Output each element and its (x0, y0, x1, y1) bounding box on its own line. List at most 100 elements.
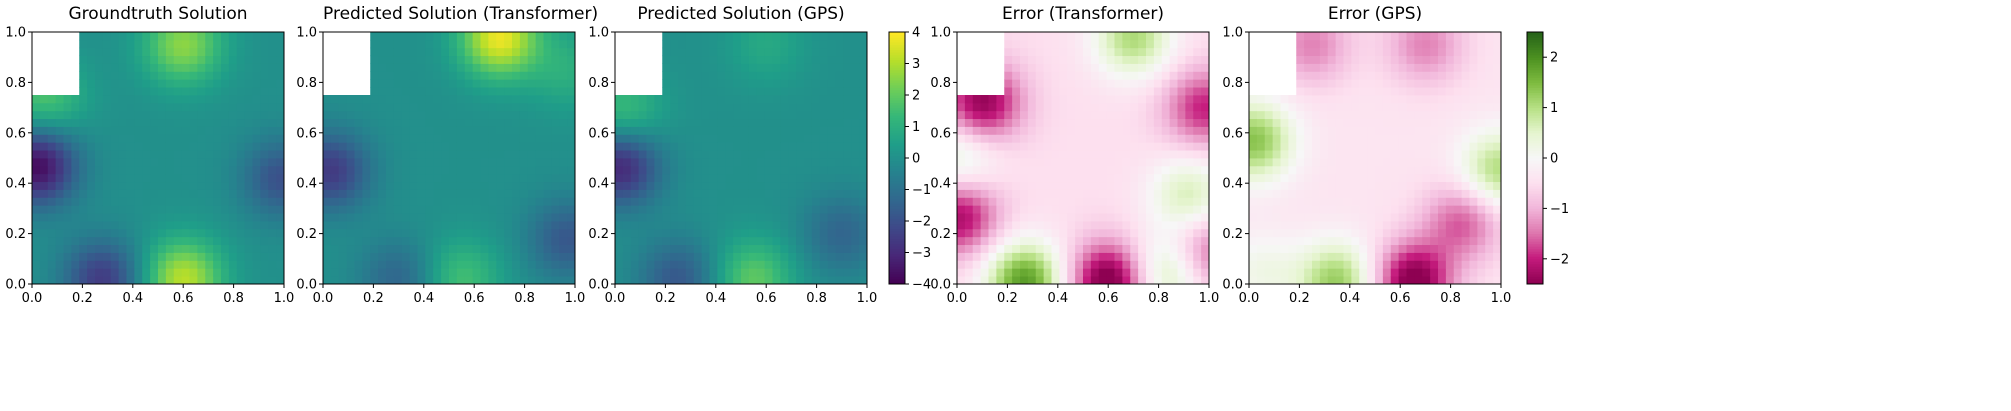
heatmap-cell (827, 213, 836, 222)
heatmap-cell (717, 142, 726, 151)
heatmap-cell (1327, 205, 1337, 214)
heatmap-cell (709, 158, 718, 167)
heatmap-cell (1422, 47, 1431, 57)
heatmap-cell (236, 236, 246, 246)
heatmap-cell (630, 95, 640, 104)
heatmap-cell (425, 102, 434, 112)
heatmap-cell (1430, 221, 1439, 230)
heatmap-cell (756, 260, 766, 269)
heatmap-cell (1304, 173, 1313, 183)
heatmap-cell (158, 221, 167, 230)
heatmap-cell (1249, 276, 1258, 285)
heatmap-cell (1288, 244, 1297, 253)
heatmap-cell (796, 79, 805, 88)
heatmap-cell (1185, 228, 1194, 238)
heatmap-cell (1138, 228, 1147, 238)
heatmap-cell (252, 236, 261, 246)
heatmap-cell (1296, 205, 1305, 214)
heatmap-cell (1193, 205, 1202, 214)
heatmap-cell (1020, 276, 1029, 285)
heatmap-cell (748, 118, 758, 127)
heatmap-cell (796, 197, 805, 206)
heatmap-cell (1445, 189, 1455, 198)
heatmap-cell (32, 228, 41, 238)
heatmap-cell (464, 39, 474, 49)
y-tick-label: 0.6 (5, 126, 26, 141)
heatmap-cell (764, 268, 773, 277)
heatmap-cell (417, 197, 426, 206)
heatmap-cell (670, 118, 679, 127)
heatmap-cell (126, 221, 135, 230)
heatmap-cell (1461, 244, 1470, 253)
heatmap-cell (1169, 87, 1178, 96)
heatmap-cell (559, 47, 568, 57)
heatmap-cell (181, 189, 190, 198)
heatmap-cell (1114, 236, 1123, 246)
heatmap-cell (1177, 102, 1186, 112)
heatmap-cell (1319, 173, 1329, 183)
heatmap-cell (205, 95, 214, 104)
heatmap-cell (670, 173, 679, 183)
heatmap-cell (1059, 252, 1068, 261)
heatmap-cell (646, 181, 655, 190)
heatmap-cell (527, 228, 537, 238)
heatmap-cell (1477, 181, 1486, 190)
heatmap-cell (165, 79, 175, 88)
heatmap-cell (338, 142, 348, 151)
heatmap-cell (843, 150, 852, 159)
heatmap-cell (843, 228, 852, 238)
heatmap-cell (796, 95, 805, 104)
heatmap-cell (1169, 181, 1178, 190)
heatmap-cell (988, 158, 997, 167)
heatmap-cell (1177, 63, 1186, 72)
heatmap-cell (165, 142, 175, 151)
heatmap-cell (693, 39, 703, 49)
heatmap-cell (1296, 260, 1305, 269)
heatmap-cell (1090, 213, 1100, 222)
heatmap-cell (1367, 150, 1376, 159)
heatmap-cell (126, 110, 135, 120)
heatmap-cell (551, 118, 560, 127)
heatmap-cell (1477, 95, 1486, 104)
heatmap-cell (1161, 63, 1171, 72)
heatmap-cell (118, 95, 127, 104)
heatmap-cell (236, 71, 246, 80)
heatmap-cell (980, 150, 989, 159)
heatmap-cell (1359, 213, 1368, 222)
y-tick-label: 0.8 (588, 76, 609, 91)
heatmap-cell (260, 260, 269, 269)
heatmap-cell (559, 150, 568, 159)
heatmap-cell (559, 118, 568, 127)
heatmap-cell (1319, 79, 1329, 88)
heatmap-cell (228, 228, 238, 238)
heatmap-cell (1280, 213, 1289, 222)
heatmap-cell (1406, 95, 1415, 104)
heatmap-cell (780, 110, 789, 120)
heatmap-cell (1161, 47, 1171, 57)
heatmap-cell (717, 173, 726, 183)
heatmap-cell (102, 244, 112, 253)
heatmap-cell (1201, 181, 1210, 190)
heatmap-cell (662, 47, 671, 57)
heatmap-cell (1161, 79, 1171, 88)
heatmap-cell (1201, 189, 1210, 198)
heatmap-cell (678, 181, 687, 190)
heatmap-cell (409, 118, 418, 127)
heatmap-cell (1296, 87, 1305, 96)
heatmap-cell (456, 158, 466, 167)
heatmap-cell (559, 79, 568, 88)
heatmap-cell (1169, 228, 1178, 238)
heatmap-cell (1051, 63, 1060, 72)
heatmap-cell (1185, 252, 1194, 261)
heatmap-cell (330, 244, 340, 253)
heatmap-cell (71, 181, 80, 190)
heatmap-cell (1264, 126, 1274, 135)
heatmap-cell (480, 95, 489, 104)
heatmap-cell (972, 268, 982, 277)
x-tick-label: 0.4 (1339, 291, 1360, 306)
heatmap-cell (87, 236, 96, 246)
heatmap-cell (401, 87, 411, 96)
heatmap-cell (701, 252, 710, 261)
heatmap-cell (205, 268, 214, 277)
heatmap-cell (1161, 118, 1171, 127)
